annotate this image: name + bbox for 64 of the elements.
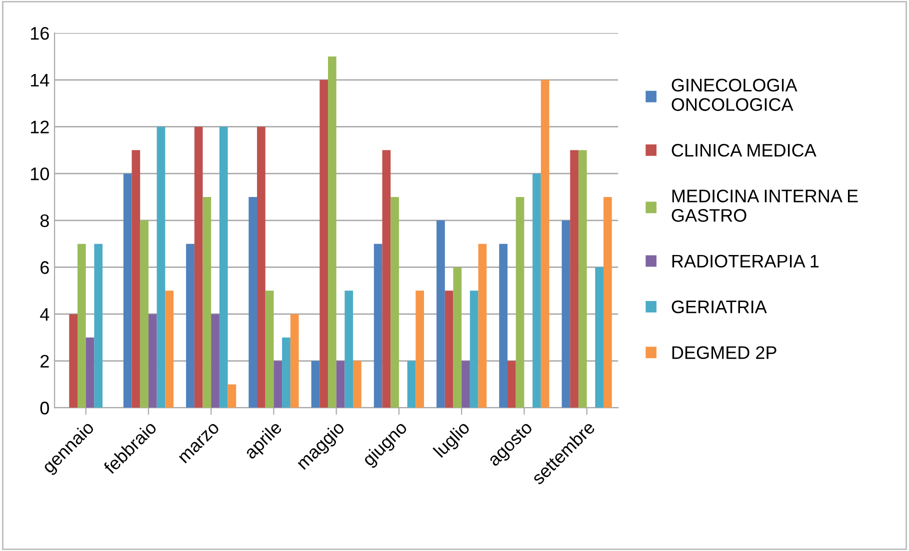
legend-label: RADIOTERAPIA 1	[672, 254, 819, 268]
bar	[274, 360, 282, 408]
legend-label: GINECOLOGIA ONCOLOGICA	[672, 78, 798, 111]
bar	[453, 267, 462, 408]
bar	[353, 360, 362, 408]
bar	[282, 337, 290, 408]
bar	[148, 314, 157, 408]
bar	[416, 290, 424, 408]
bar	[532, 174, 541, 408]
bar	[478, 244, 487, 408]
y-tick-label: 6	[40, 261, 49, 274]
bar	[194, 126, 203, 408]
bar	[219, 126, 228, 408]
bar	[186, 244, 194, 408]
legend-label: GERIATRIA	[672, 300, 767, 314]
y-tick-label: 16	[30, 26, 49, 40]
bar	[578, 150, 587, 408]
bar	[78, 244, 86, 408]
y-tick-label: 0	[40, 402, 49, 414]
bar	[228, 384, 236, 408]
bar	[328, 56, 336, 408]
bar	[156, 126, 166, 408]
legend-label: MEDICINA INTERNA E GASTRO	[672, 190, 858, 222]
bar	[69, 314, 78, 408]
bar	[165, 290, 174, 408]
bar	[311, 360, 320, 408]
bar	[211, 314, 220, 408]
bar	[86, 337, 94, 408]
y-tick-label: 14	[30, 74, 50, 86]
bar	[595, 267, 604, 408]
bar	[94, 244, 103, 408]
bar	[140, 220, 148, 408]
bar	[265, 290, 274, 408]
bar	[407, 360, 416, 408]
bar	[604, 196, 612, 408]
bar	[374, 244, 382, 408]
legend-label: DEGMED 2P	[672, 346, 776, 359]
bar	[470, 290, 478, 408]
bar	[562, 220, 570, 408]
y-tick-label: 4	[40, 308, 50, 321]
bar	[444, 290, 454, 408]
bar	[202, 196, 212, 408]
bar	[290, 314, 299, 408]
bar	[507, 360, 516, 408]
bar	[132, 150, 140, 408]
bar	[336, 360, 345, 408]
bar	[462, 360, 470, 408]
bar	[248, 196, 258, 408]
bar	[390, 196, 399, 408]
legend-label: CLINICA MEDICA	[672, 144, 816, 157]
bar	[570, 150, 578, 408]
bar	[123, 174, 132, 408]
y-tick-label: 10	[30, 168, 49, 180]
bar	[320, 80, 328, 408]
bar	[499, 244, 508, 408]
y-tick-label: 8	[40, 214, 49, 228]
bar	[540, 80, 550, 408]
y-tick-label: 2	[40, 354, 49, 368]
bar	[382, 150, 391, 408]
bar	[436, 220, 445, 408]
bar	[257, 126, 266, 408]
y-tick-label: 12	[30, 120, 49, 134]
bar	[516, 196, 524, 408]
bar	[344, 290, 354, 408]
